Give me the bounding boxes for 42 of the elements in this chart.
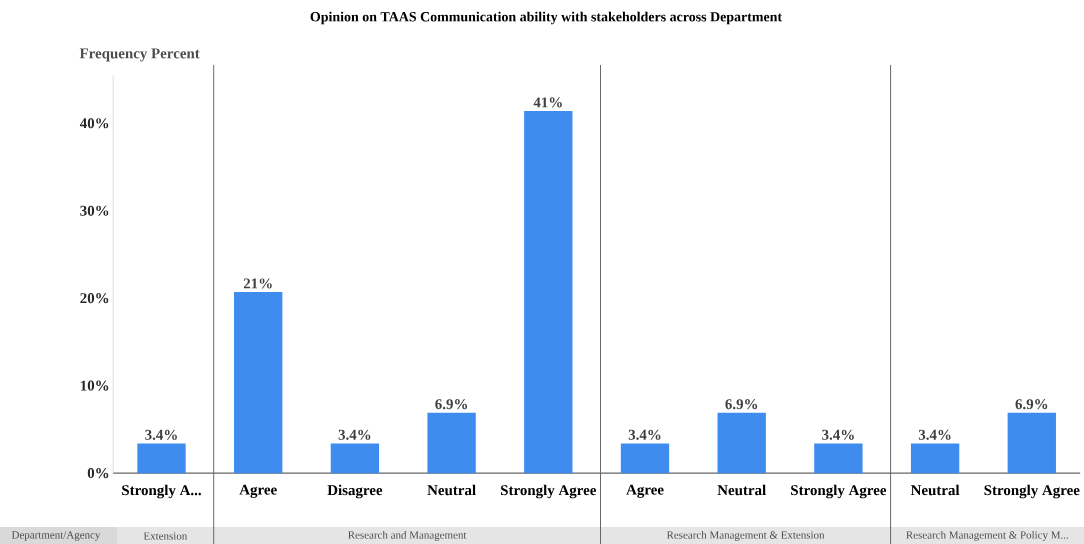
text: Department/Agency: [11, 530, 101, 541]
data-label: 21%: [243, 278, 272, 289]
data-label: 3.4%: [822, 429, 854, 440]
x-tick-label: Strongly A...: [122, 484, 201, 499]
data-label: 3.4%: [338, 429, 371, 440]
bar: [1007, 412, 1056, 473]
bar: [330, 443, 380, 473]
bar: [620, 443, 670, 473]
y-tick-label: 0%: [87, 467, 109, 478]
y-tick-label: 20%: [80, 292, 109, 304]
y-tick-label: 40%: [79, 117, 109, 129]
data-label: 6.9%: [435, 398, 467, 410]
x-tick-label: Agree: [239, 484, 277, 498]
x-tick-label: Neutral: [717, 484, 766, 495]
data-label: 6.9%: [725, 398, 758, 410]
x-tick-label: Neutral: [910, 484, 960, 495]
data-label: 41%: [533, 97, 562, 108]
x-tick-label: Agree: [626, 484, 664, 498]
x-tick-label: Neutral: [427, 484, 476, 495]
bar: [717, 412, 766, 473]
data-label: 3.4%: [918, 429, 951, 440]
text: Research and Management: [348, 530, 467, 541]
data-label: 6.9%: [1015, 398, 1048, 410]
text: Research Management & Policy M...: [906, 530, 1068, 541]
bar: [137, 443, 186, 473]
bar: [910, 443, 960, 473]
bar: [524, 110, 573, 473]
y-tick-label: 30%: [80, 205, 109, 216]
x-tick-label: Disagree: [327, 484, 383, 499]
bar: [234, 291, 283, 473]
bar: [427, 412, 476, 473]
text: Research Management & Extension: [666, 530, 825, 541]
bar: [814, 443, 863, 473]
y-axis-title: Frequency Percent: [79, 48, 200, 62]
x-tick-label: Strongly Agree: [501, 484, 596, 499]
y-tick-label: 10%: [80, 380, 109, 391]
data-label: 3.4%: [145, 429, 177, 440]
x-tick-label: Strongly Agree: [984, 484, 1080, 499]
text: Extension: [143, 532, 188, 540]
chart-title: Opinion on TAAS Communication ability with stakeholders across Department: [310, 11, 783, 25]
x-tick-label: Strongly Agree: [791, 484, 887, 499]
data-label: 3.4%: [628, 429, 661, 440]
